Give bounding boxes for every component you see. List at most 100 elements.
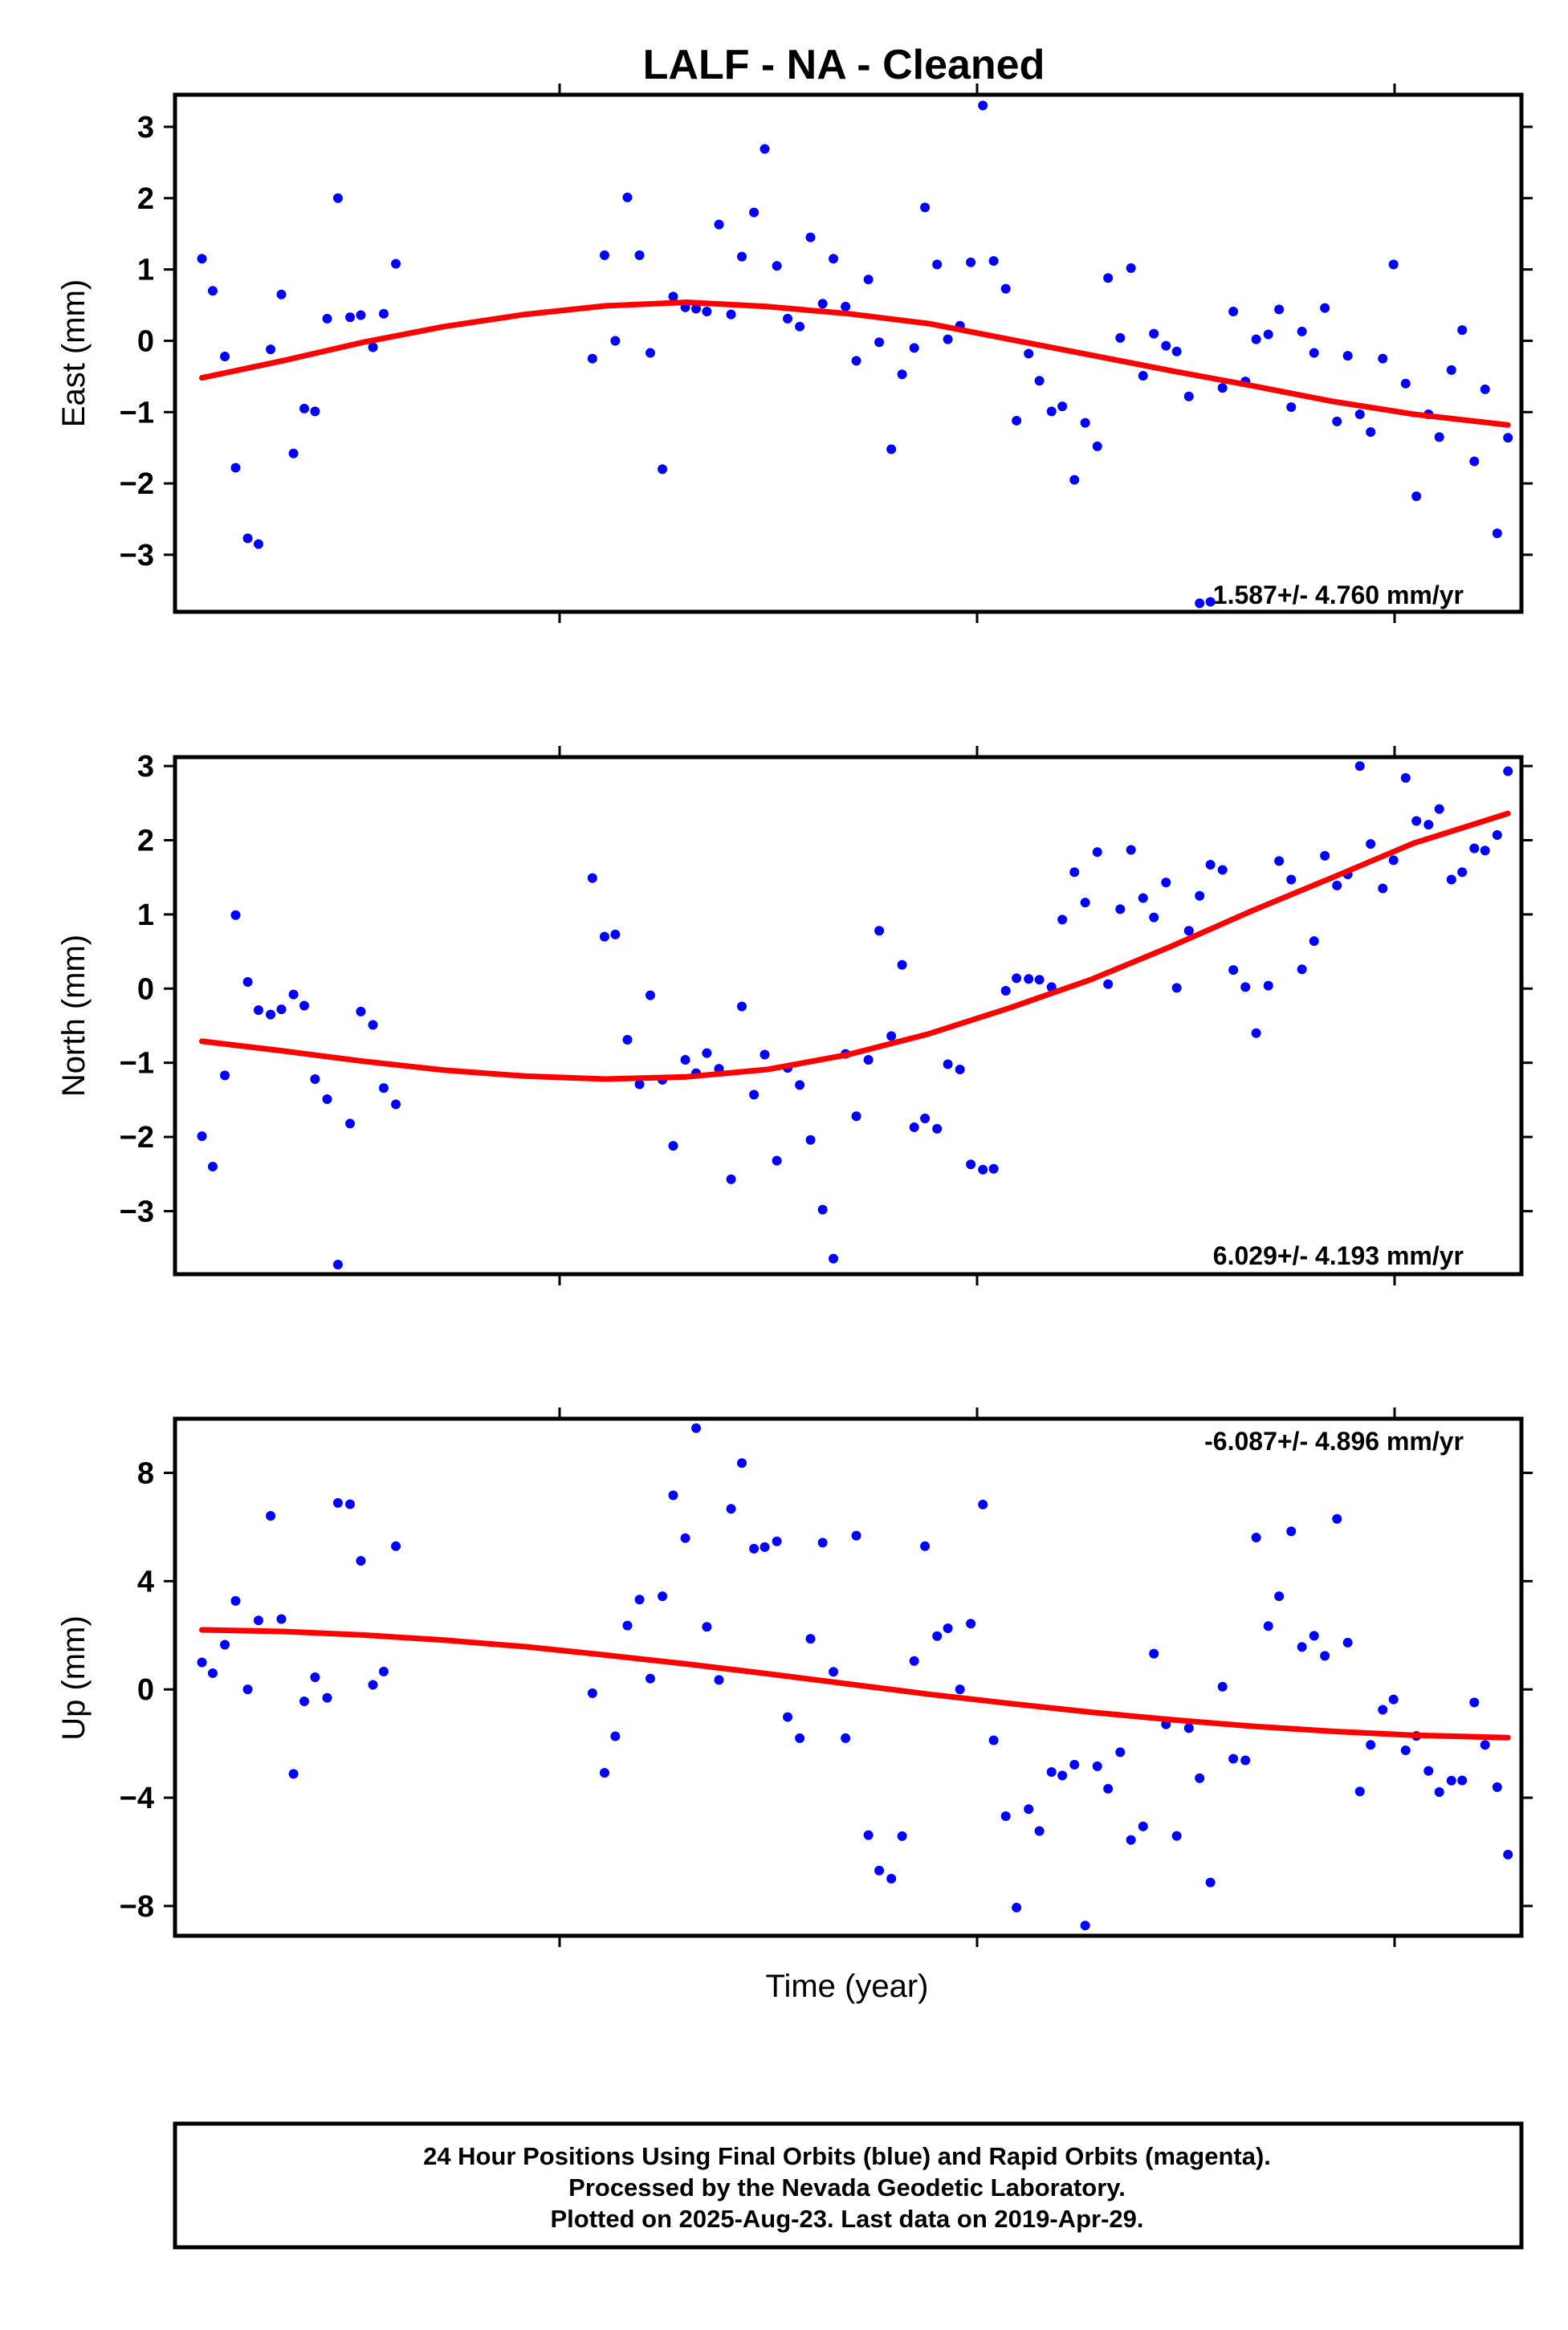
north-data-point xyxy=(356,1006,366,1016)
up-data-point xyxy=(391,1541,401,1551)
north-data-point xyxy=(368,1020,378,1030)
east-data-point xyxy=(714,219,724,230)
north-data-point xyxy=(1205,859,1216,870)
east-data-point xyxy=(1297,326,1307,336)
up-ytick-label: 0 xyxy=(137,1673,154,1707)
north-data-point xyxy=(276,1004,287,1015)
east-data-point xyxy=(310,406,320,417)
up-data-point xyxy=(345,1499,356,1509)
north-data-point xyxy=(622,1035,633,1045)
east-data-point xyxy=(668,291,678,302)
east-data-point xyxy=(230,462,241,473)
east-data-point xyxy=(817,299,828,309)
up-data-point xyxy=(1274,1591,1285,1602)
east-data-point xyxy=(1034,376,1045,386)
north-data-point xyxy=(1080,898,1090,908)
up-data-point xyxy=(1446,1775,1456,1786)
north-data-point xyxy=(978,1164,988,1175)
up-data-point xyxy=(1149,1648,1159,1659)
up-data-point xyxy=(266,1511,276,1521)
east-data-point xyxy=(897,369,907,380)
east-data-point xyxy=(1115,332,1126,343)
north-data-point xyxy=(737,1001,747,1012)
east-data-point xyxy=(932,259,943,270)
up-data-point xyxy=(288,1769,299,1779)
east-data-point xyxy=(658,464,668,475)
north-data-point xyxy=(1378,883,1388,894)
east-data-point xyxy=(863,275,874,285)
up-data-point xyxy=(1034,1826,1045,1836)
up-panel: Up (mm) -6.087+/- 4.896 mm/yr Time (year… xyxy=(56,1407,1533,2004)
east-data-point xyxy=(1366,427,1376,438)
up-data-point xyxy=(783,1712,793,1722)
up-data-point xyxy=(714,1675,724,1685)
north-ytick-label: 2 xyxy=(137,824,154,857)
north-data-point xyxy=(1126,845,1136,855)
footer-frame xyxy=(173,2121,1524,2250)
up-data-point xyxy=(1503,1849,1513,1860)
east-data-point xyxy=(1446,365,1456,375)
east-plot-frame xyxy=(173,92,1524,614)
north-data-point xyxy=(230,910,241,920)
up-ytick-label: −4 xyxy=(120,1782,154,1815)
north-data-point xyxy=(1469,843,1480,853)
north-data-point xyxy=(378,1083,389,1094)
east-data-point xyxy=(345,312,356,323)
north-data-point xyxy=(1503,766,1513,776)
east-ytick-label: −3 xyxy=(120,539,154,572)
up-data-point xyxy=(658,1591,668,1602)
east-ytick-label: 0 xyxy=(137,324,154,358)
east-data-point xyxy=(1069,475,1080,485)
north-data-point xyxy=(1240,982,1251,992)
east-data-point xyxy=(1388,259,1399,270)
up-data-point xyxy=(1126,1835,1136,1845)
north-data-point xyxy=(966,1159,976,1170)
east-ytick-label: 1 xyxy=(137,254,154,287)
north-data-point xyxy=(1171,983,1182,993)
up-data-point xyxy=(1251,1533,1261,1543)
east-data-point xyxy=(1400,378,1411,389)
east-data-point xyxy=(1046,406,1057,417)
north-data-point xyxy=(1149,912,1159,923)
north-data-point xyxy=(1069,867,1080,878)
east-data-point xyxy=(841,301,851,312)
up-data-point xyxy=(749,1543,760,1554)
up-data-point xyxy=(299,1697,309,1707)
north-data-point xyxy=(897,959,907,970)
east-data-point xyxy=(378,308,389,319)
figure-title: LALF - NA - Cleaned xyxy=(643,42,1045,88)
north-data-point xyxy=(943,1059,953,1069)
east-data-point xyxy=(1138,370,1148,381)
up-data-point xyxy=(680,1533,690,1543)
up-data-point xyxy=(1103,1783,1114,1794)
up-data-point xyxy=(690,1423,701,1433)
east-data-point xyxy=(1342,351,1353,361)
up-data-point xyxy=(1263,1621,1273,1631)
east-data-point xyxy=(1103,273,1114,283)
up-data-point xyxy=(726,1504,736,1514)
east-fit-line xyxy=(199,299,1511,428)
north-data-point xyxy=(1217,865,1228,875)
north-data-point xyxy=(1423,820,1434,830)
east-data-point xyxy=(1171,346,1182,356)
north-data-point xyxy=(909,1122,919,1133)
north-data-point xyxy=(1024,974,1034,984)
up-data-point xyxy=(1240,1755,1251,1766)
up-data-point xyxy=(1171,1831,1182,1841)
north-data-point xyxy=(288,989,299,1000)
east-data-point xyxy=(276,289,287,299)
east-data-point xyxy=(795,321,805,332)
east-data-point xyxy=(1183,391,1194,401)
east-data-point xyxy=(645,348,655,358)
north-data-point xyxy=(266,1009,276,1020)
east-data-point xyxy=(909,343,919,353)
up-data-point xyxy=(886,1873,897,1884)
north-data-point xyxy=(829,1253,839,1264)
up-data-point xyxy=(276,1614,287,1624)
north-data-point xyxy=(1457,867,1468,878)
north-data-point xyxy=(587,873,597,883)
north-data-point xyxy=(851,1111,861,1122)
up-data-point xyxy=(310,1672,320,1682)
up-data-point xyxy=(760,1542,770,1552)
north-data-point xyxy=(1115,904,1126,914)
